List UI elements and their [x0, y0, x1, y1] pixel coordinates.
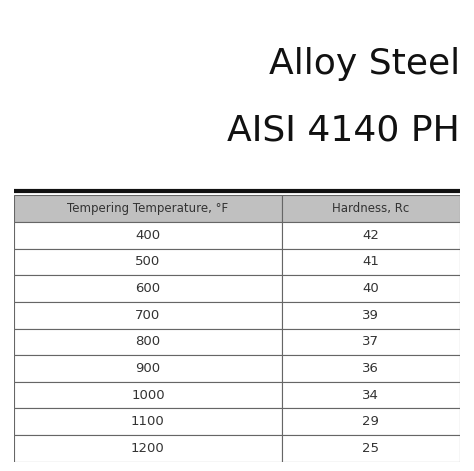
Text: 41: 41 [362, 255, 379, 268]
Bar [14, 249, 282, 276]
Bar [282, 329, 460, 355]
Bar [14, 435, 282, 462]
Text: 34: 34 [362, 389, 379, 402]
Text: 29: 29 [362, 415, 379, 428]
Bar [282, 355, 460, 382]
Text: 42: 42 [362, 229, 379, 242]
Text: 36: 36 [362, 362, 379, 375]
Text: AISI 4140 PH: AISI 4140 PH [227, 113, 460, 147]
Bar [14, 382, 282, 408]
Text: 37: 37 [362, 335, 379, 349]
Bar [282, 222, 460, 249]
Text: 400: 400 [135, 229, 161, 242]
Bar [14, 195, 282, 222]
Text: 40: 40 [362, 282, 379, 295]
Bar [14, 408, 282, 435]
Text: 700: 700 [135, 309, 161, 322]
Text: 600: 600 [135, 282, 161, 295]
Bar [282, 276, 460, 302]
Bar [282, 382, 460, 408]
Bar [282, 302, 460, 329]
Bar [14, 302, 282, 329]
Bar [282, 249, 460, 276]
Bar [282, 435, 460, 462]
Bar [14, 222, 282, 249]
Bar [14, 276, 282, 302]
Bar [282, 195, 460, 222]
Text: 1200: 1200 [131, 442, 165, 455]
Text: 25: 25 [362, 442, 379, 455]
Text: Tempering Temperature, °F: Tempering Temperature, °F [67, 202, 228, 215]
Text: 39: 39 [362, 309, 379, 322]
Text: 900: 900 [135, 362, 161, 375]
Text: 1100: 1100 [131, 415, 165, 428]
Text: Alloy Steel: Alloy Steel [269, 47, 460, 81]
Bar [14, 329, 282, 355]
Text: 800: 800 [135, 335, 161, 349]
Text: Hardness, Rc: Hardness, Rc [332, 202, 409, 215]
Text: 500: 500 [135, 255, 161, 268]
Bar [282, 408, 460, 435]
Bar [14, 355, 282, 382]
Text: 1000: 1000 [131, 389, 164, 402]
